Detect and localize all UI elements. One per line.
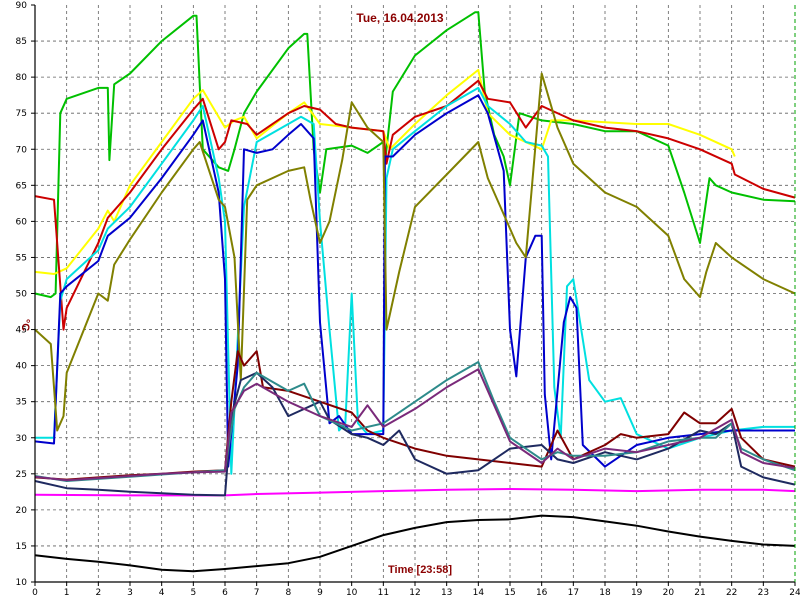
x-tick-label: 18 bbox=[599, 588, 611, 598]
series-line-8 bbox=[34, 72, 796, 432]
series-line-3 bbox=[34, 11, 796, 299]
y-tick-label: 20 bbox=[16, 506, 28, 516]
y-tick-label: 45 bbox=[16, 326, 27, 336]
x-tick-label: 12 bbox=[409, 588, 420, 598]
x-axis-label: Time [23:58] bbox=[388, 564, 452, 576]
y-tick-label: 40 bbox=[16, 362, 28, 372]
y-tick-label: 50 bbox=[16, 290, 28, 300]
x-tick-label: 13 bbox=[441, 588, 452, 598]
y-tick-label: 10 bbox=[16, 578, 28, 588]
y-tick-label: 90 bbox=[16, 1, 28, 11]
x-tick-label: 21 bbox=[694, 588, 705, 598]
series-line-4 bbox=[34, 68, 736, 275]
series-lines bbox=[34, 11, 796, 573]
x-tick-label: 4 bbox=[159, 588, 165, 598]
x-tick-label: 8 bbox=[285, 588, 291, 598]
series-line-12 bbox=[34, 368, 796, 482]
x-tick-label: 17 bbox=[568, 588, 579, 598]
x-tick-label: 22 bbox=[726, 588, 737, 598]
x-tick-label: 16 bbox=[536, 588, 548, 598]
y-tick-label: 75 bbox=[16, 109, 27, 119]
x-tick-label: 20 bbox=[663, 588, 675, 598]
x-tick-label: 23 bbox=[758, 588, 769, 598]
x-tick-label: 14 bbox=[473, 588, 485, 598]
y-tick-label: 25 bbox=[16, 470, 27, 480]
series-line-1 bbox=[34, 514, 796, 573]
x-tick-label: 19 bbox=[631, 588, 643, 598]
y-tick-label: 60 bbox=[16, 217, 28, 227]
x-tick-label: 11 bbox=[378, 588, 389, 598]
x-tick-label: 2 bbox=[95, 588, 101, 598]
x-tick-label: 7 bbox=[254, 588, 260, 598]
x-tick-label: 3 bbox=[127, 588, 133, 598]
x-tick-label: 15 bbox=[504, 588, 515, 598]
series-line-5 bbox=[34, 79, 796, 331]
y-tick-label: 80 bbox=[16, 73, 28, 83]
y-tick-label: 70 bbox=[16, 145, 28, 155]
x-tick-label: 6 bbox=[222, 588, 228, 598]
x-tick-label: 0 bbox=[32, 588, 38, 598]
y-tick-label: 30 bbox=[16, 434, 28, 444]
y-tick-label: 35 bbox=[16, 398, 27, 408]
x-tick-label: 1 bbox=[64, 588, 70, 598]
y-tick-label: 55 bbox=[16, 253, 27, 263]
x-tick-label: 24 bbox=[789, 588, 800, 598]
x-tick-label: 10 bbox=[346, 588, 358, 598]
axes bbox=[31, 4, 796, 586]
chart-title: Tue, 16.04.2013 bbox=[356, 11, 443, 25]
y-tick-label: 65 bbox=[16, 181, 27, 191]
series-line-7 bbox=[34, 94, 795, 468]
tick-labels: 0 1 2 3 4 5 6 7 8 9 10 11 12 13 14 15 16 17 18 19 20 21 22 23 24… bbox=[16, 1, 800, 598]
x-tick-label: 5 bbox=[190, 588, 196, 598]
y-axis-label: °C bbox=[19, 319, 31, 331]
x-tick-label: 9 bbox=[317, 588, 323, 598]
y-tick-label: 85 bbox=[16, 37, 27, 47]
y-tick-label: 15 bbox=[16, 542, 27, 552]
